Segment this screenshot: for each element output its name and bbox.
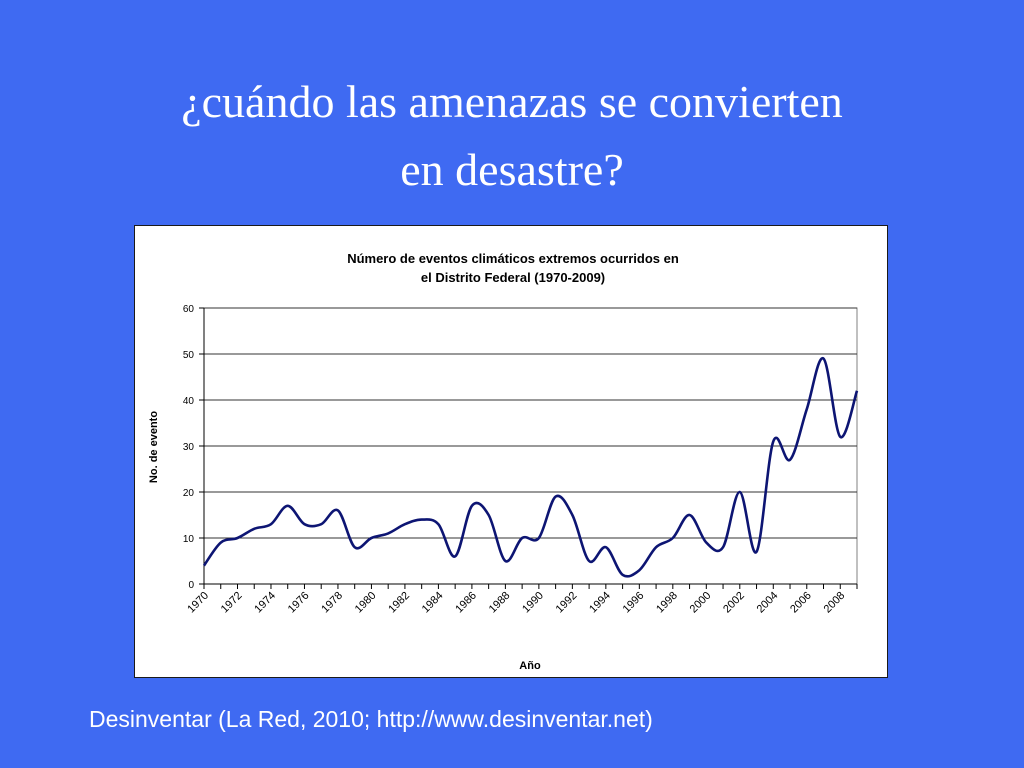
slide-title-line2: en desastre? <box>400 144 624 195</box>
y-tick-label: 30 <box>183 442 195 453</box>
chart-title-line1: Número de eventos climáticos extremos oc… <box>347 251 679 266</box>
x-tick-label: 1976 <box>286 590 312 616</box>
y-tick-label: 50 <box>183 350 195 361</box>
slide-title-line1: ¿cuándo las amenazas se convierten <box>181 76 843 127</box>
series-line <box>202 357 859 578</box>
x-tick-label: 2004 <box>755 590 781 616</box>
x-tick-label: 1988 <box>487 590 513 616</box>
y-tick-label: 40 <box>183 396 195 407</box>
x-axis-label: Año <box>519 660 541 672</box>
line-chart: Número de eventos climáticos extremos oc… <box>148 251 859 672</box>
source-citation: Desinventar (La Red, 2010; http://www.de… <box>89 706 653 732</box>
slide-title: ¿cuándo las amenazas se convierten en de… <box>0 68 1024 204</box>
x-tick-label: 1994 <box>587 590 613 616</box>
x-tick-label: 1970 <box>185 590 211 616</box>
y-tick-label: 60 <box>183 304 195 315</box>
x-tick-label: 2000 <box>688 590 714 616</box>
x-tick-label: 1982 <box>386 590 412 616</box>
x-tick-label: 1986 <box>453 590 479 616</box>
x-tick-label: 1984 <box>420 590 446 616</box>
x-tick-label: 1996 <box>621 590 647 616</box>
x-tick-label: 1990 <box>520 590 546 616</box>
x-tick-label: 2008 <box>822 590 848 616</box>
x-tick-label: 1998 <box>654 590 680 616</box>
x-tick-label: 2006 <box>788 590 814 616</box>
chart-title-line2: el Distrito Federal (1970-2009) <box>421 270 605 285</box>
chart-frame: Número de eventos climáticos extremos oc… <box>134 225 888 678</box>
x-tick-label: 1980 <box>353 590 379 616</box>
x-tick-label: 1992 <box>554 590 580 616</box>
x-tick-label: 2002 <box>721 590 747 616</box>
y-axis-label: No. de evento <box>148 411 160 483</box>
y-tick-label: 10 <box>183 534 195 545</box>
y-tick-label: 20 <box>183 488 195 499</box>
x-tick-label: 1972 <box>219 590 245 616</box>
x-tick-label: 1974 <box>252 590 278 616</box>
x-tick-label: 1978 <box>319 590 345 616</box>
y-tick-label: 0 <box>188 580 194 591</box>
